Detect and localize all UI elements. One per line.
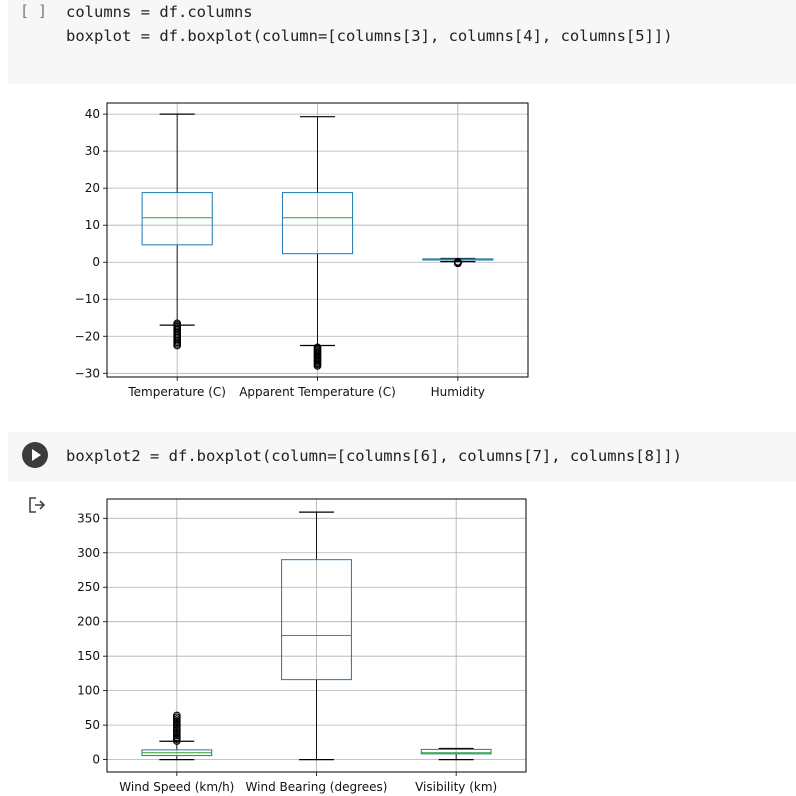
boxplot-chart-2: 350 300 250 200 150 100 50 0 Wind Speed (km/h) Wi… — [77, 498, 527, 794]
y-tick-label: 300 — [77, 546, 100, 560]
y-tick-label: 0 — [92, 255, 100, 269]
y-tick-label: 0 — [92, 753, 100, 767]
box-element — [422, 257, 494, 268]
cell-prompt: [ ] — [20, 2, 48, 20]
x-tick-label: Temperature (C) — [127, 385, 226, 399]
output-arrow-icon[interactable] — [28, 497, 46, 513]
y-tick-label: 30 — [85, 144, 100, 158]
iqr-box — [420, 748, 492, 755]
iqr-box — [281, 192, 354, 255]
flier-point — [172, 711, 181, 720]
box-element — [141, 113, 213, 350]
y-tick-label: 40 — [85, 107, 100, 121]
flier-point — [453, 257, 462, 266]
axes-frame — [106, 498, 527, 773]
x-tick-label: Wind Bearing (degrees) — [246, 780, 388, 794]
iqr-box — [141, 192, 213, 246]
y-tick-label: 200 — [77, 615, 100, 629]
x-tick-label: Visibility (km) — [415, 780, 497, 794]
y-tick-label: 350 — [77, 511, 100, 525]
code-cell-1[interactable]: [ ] columns = df.columns boxplot = df.bo… — [8, 0, 796, 84]
box-element — [141, 711, 213, 761]
boxplot-chart-1: 40 30 20 10 0 −10 −20 −30 Temperature (C) Apparen… — [75, 102, 529, 399]
y-tick-label: 10 — [85, 218, 100, 232]
y-tick-label: 150 — [77, 649, 100, 663]
box-element — [281, 116, 354, 370]
flier-point — [313, 343, 322, 352]
code-line[interactable]: columns = df.columns — [66, 3, 253, 21]
flier-point — [173, 319, 182, 328]
y-tick-label: 100 — [77, 684, 100, 698]
code-cell-2[interactable]: boxplot2 = df.boxplot(column=[columns[6]… — [8, 432, 796, 482]
iqr-box — [281, 559, 352, 681]
y-tick-label: −20 — [75, 329, 100, 343]
y-tick-label: 250 — [77, 580, 100, 594]
box-element — [281, 511, 352, 761]
axes-frame — [106, 102, 529, 378]
y-tick-label: −10 — [75, 292, 100, 306]
code-line[interactable]: boxplot = df.boxplot(column=[columns[3],… — [66, 27, 673, 45]
x-tick-label: Humidity — [431, 385, 485, 399]
y-tick-label: 20 — [85, 181, 100, 195]
box-element — [420, 747, 492, 761]
x-tick-label: Wind Speed (km/h) — [119, 780, 234, 794]
y-tick-label: 50 — [85, 718, 100, 732]
x-tick-label: Apparent Temperature (C) — [239, 385, 396, 399]
run-cell-button[interactable] — [22, 442, 48, 468]
code-line[interactable]: boxplot2 = df.boxplot(column=[columns[6]… — [66, 447, 682, 465]
y-tick-label: −30 — [75, 366, 100, 380]
